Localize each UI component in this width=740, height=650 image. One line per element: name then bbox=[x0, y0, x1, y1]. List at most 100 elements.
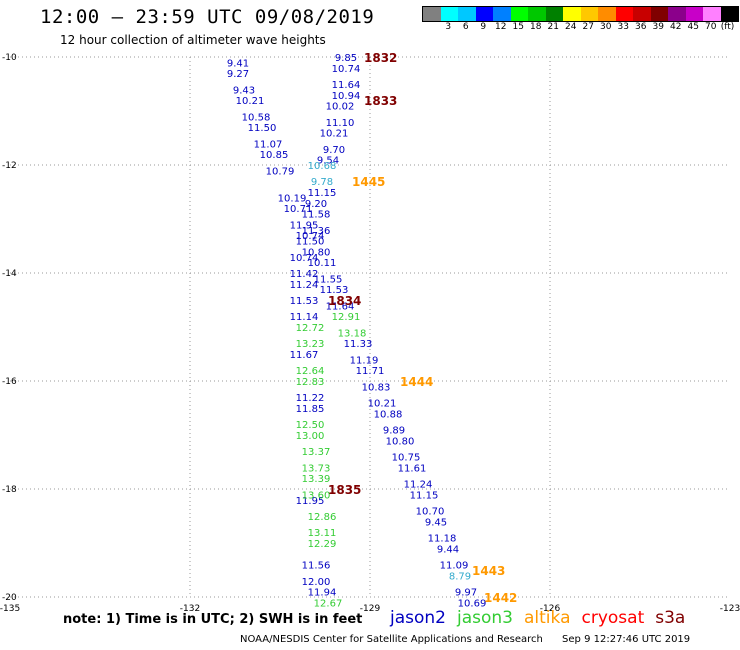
legend-swatch bbox=[703, 7, 721, 21]
units-note: note: 1) Time is in UTC; 2) SWH is in fe… bbox=[63, 612, 363, 627]
legend-swatch bbox=[720, 7, 738, 21]
legend-label: 70 bbox=[705, 22, 717, 32]
pass-time-label: 1445 bbox=[352, 175, 385, 189]
wave-height-value: 10.74 bbox=[296, 231, 325, 242]
wave-height-value: 11.14 bbox=[290, 312, 319, 323]
wave-height-value: 11.56 bbox=[302, 561, 331, 572]
wave-height-value: 11.18 bbox=[428, 534, 457, 545]
wave-height-value: 10.74 bbox=[332, 64, 361, 75]
wave-height-value: 13.39 bbox=[302, 474, 331, 485]
wave-height-value: 11.50 bbox=[248, 123, 277, 134]
wave-height-value: 13.60 bbox=[302, 490, 331, 501]
wave-height-value: 11.07 bbox=[254, 139, 283, 150]
legend-label: 12 bbox=[495, 22, 507, 32]
wave-height-value: 9.41 bbox=[227, 58, 249, 69]
satellite-legend-cryosat: cryosat bbox=[581, 608, 645, 628]
legend-label: 9 bbox=[480, 22, 487, 32]
legend-swatch bbox=[475, 7, 493, 21]
satellite-legend-s3a: s3a bbox=[655, 608, 686, 628]
y-tick-label: -14 bbox=[2, 269, 17, 279]
wave-height-value: 11.55 bbox=[314, 274, 343, 285]
legend-label: 27 bbox=[582, 22, 594, 32]
wave-height-value: 12.00 bbox=[302, 577, 331, 588]
y-tick-label: -18 bbox=[2, 485, 17, 495]
wave-height-value: 11.64 bbox=[326, 301, 355, 312]
wave-height-value: 13.18 bbox=[338, 328, 367, 339]
wave-height-value: 13.00 bbox=[296, 431, 325, 442]
wave-height-value: 9.89 bbox=[383, 426, 405, 437]
wave-height-value: 11.36 bbox=[302, 226, 331, 237]
legend-swatch bbox=[685, 7, 703, 21]
legend-swatch bbox=[545, 7, 563, 21]
wave-height-value: 12.86 bbox=[308, 512, 337, 523]
x-tick-label: -126 bbox=[540, 604, 561, 614]
legend-label: 36 bbox=[635, 22, 647, 32]
satellite-legend: jason2 jason3 altika cryosat s3a bbox=[390, 608, 696, 628]
legend-label: 21 bbox=[547, 22, 559, 32]
wave-height-value: 10.21 bbox=[236, 96, 265, 107]
wave-height-value: 10.83 bbox=[362, 382, 391, 393]
pass-time-label: 1835 bbox=[328, 483, 361, 497]
x-tick-label: -132 bbox=[180, 604, 200, 614]
wave-height-value: 12.50 bbox=[296, 420, 325, 431]
page-subtitle: 12 hour collection of altimeter wave hei… bbox=[60, 33, 326, 47]
wave-height-value: 11.95 bbox=[290, 220, 319, 231]
wave-height-value: 9.45 bbox=[425, 517, 447, 528]
wave-height-value: 10.68 bbox=[308, 161, 337, 172]
legend-label: 45 bbox=[687, 22, 699, 32]
wave-height-value: 10.79 bbox=[266, 166, 295, 177]
legend-swatch bbox=[598, 7, 616, 21]
legend-label: 15 bbox=[512, 22, 524, 32]
wave-height-value: 10.74 bbox=[290, 253, 319, 264]
wave-height-value: 10.58 bbox=[242, 112, 271, 123]
wave-height-value: 11.50 bbox=[296, 237, 325, 248]
y-tick-label: -20 bbox=[2, 593, 17, 603]
wave-height-value: 10.85 bbox=[260, 150, 289, 161]
legend-label: 33 bbox=[617, 22, 629, 32]
wave-height-value: 13.11 bbox=[308, 528, 337, 539]
wave-height-value: 13.23 bbox=[296, 339, 325, 350]
x-tick-label: -129 bbox=[360, 604, 381, 614]
legend-swatch bbox=[493, 7, 511, 21]
wave-height-value: 11.94 bbox=[308, 588, 337, 599]
wave-height-value: 10.75 bbox=[392, 453, 421, 464]
wave-height-value: 11.09 bbox=[440, 561, 469, 572]
footer-timestamp: Sep 9 12:27:46 UTC 2019 bbox=[562, 634, 691, 645]
legend-label: 39 bbox=[652, 22, 664, 32]
legend-swatch bbox=[563, 7, 581, 21]
legend-label: 42 bbox=[670, 22, 682, 32]
legend-swatch bbox=[633, 7, 651, 21]
color-scale-legend bbox=[422, 6, 739, 22]
wave-height-value: 11.24 bbox=[404, 480, 433, 491]
y-tick-label: -10 bbox=[2, 53, 17, 63]
wave-height-value: 11.61 bbox=[398, 463, 427, 474]
legend-label: 18 bbox=[530, 22, 542, 32]
wave-height-value: 11.53 bbox=[320, 285, 349, 296]
legend-label: 30 bbox=[600, 22, 612, 32]
wave-height-value: 11.42 bbox=[290, 269, 319, 280]
wave-height-value: 11.22 bbox=[296, 393, 325, 404]
satellite-legend-altika: altika bbox=[524, 608, 571, 628]
footer-organization: NOAA/NESDIS Center for Satellite Applica… bbox=[240, 634, 543, 645]
legend-label: 6 bbox=[462, 22, 469, 32]
wave-height-value: 10.11 bbox=[308, 258, 337, 269]
wave-height-value: 9.97 bbox=[455, 588, 477, 599]
wave-height-value: 13.73 bbox=[302, 463, 331, 474]
wave-height-value: 10.02 bbox=[326, 102, 355, 113]
wave-height-value: 11.58 bbox=[302, 210, 331, 221]
wave-height-value: 12.67 bbox=[314, 598, 343, 609]
legend-swatch bbox=[440, 7, 458, 21]
wave-height-value: 11.24 bbox=[290, 280, 319, 291]
wave-height-value: 10.19 bbox=[278, 193, 307, 204]
wave-height-value: 11.53 bbox=[290, 296, 319, 307]
satellite-legend-jason2: jason2 bbox=[390, 608, 446, 628]
pass-time-label: 1833 bbox=[364, 94, 397, 108]
wave-height-value: 11.67 bbox=[290, 350, 319, 361]
x-tick-label: -123 bbox=[720, 604, 740, 614]
wave-height-value: 9.44 bbox=[437, 544, 459, 555]
wave-height-value: 10.88 bbox=[374, 409, 403, 420]
wave-height-value: 9.27 bbox=[227, 69, 249, 80]
wave-height-value: 9.78 bbox=[311, 177, 333, 188]
wave-height-value: 11.33 bbox=[344, 339, 373, 350]
